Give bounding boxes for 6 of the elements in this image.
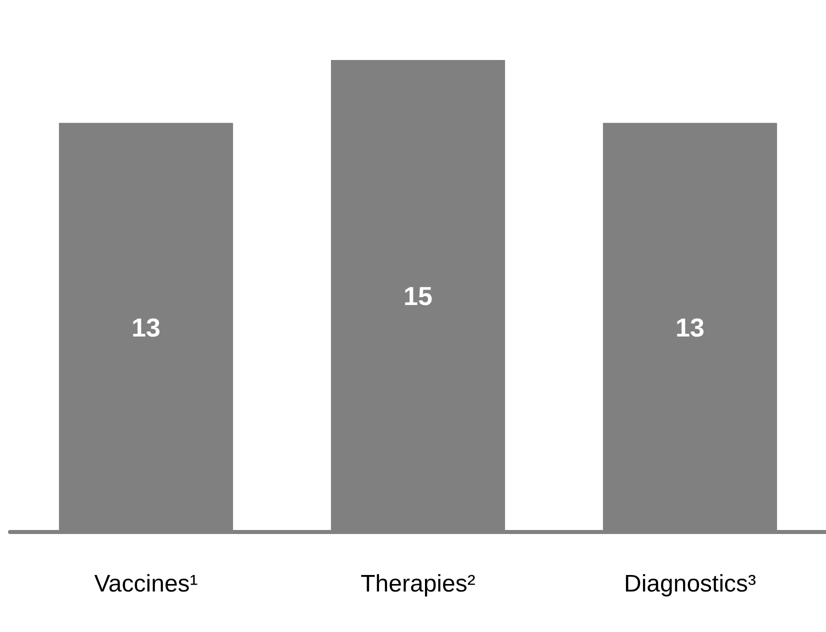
data-label: 15 [404,281,432,311]
data-label: 13 [676,312,704,342]
data-label: 13 [132,312,160,342]
x-tick-label: Vaccines¹ [94,570,198,598]
x-tick-label: Diagnostics³ [624,570,756,598]
x-tick-label: Therapies² [360,570,476,598]
